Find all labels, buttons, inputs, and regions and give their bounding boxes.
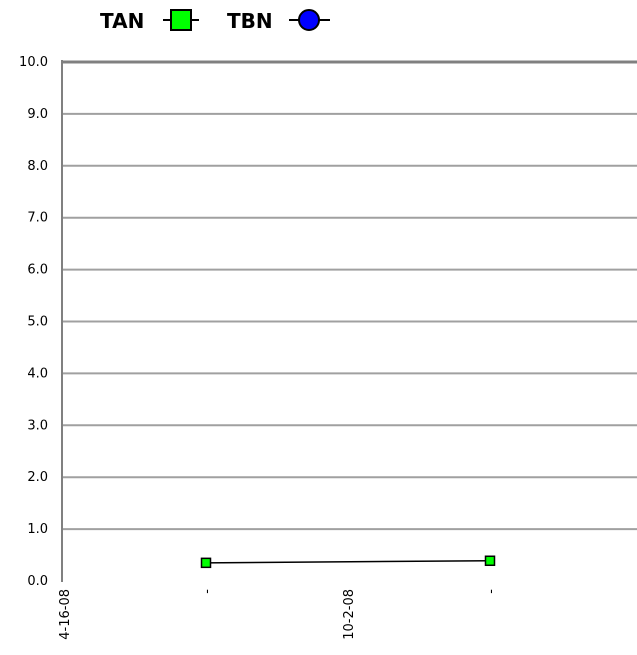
series-layer [200, 555, 496, 569]
y-tick-label: 6.0 [27, 263, 48, 278]
legend-marker-tan [170, 9, 192, 31]
legend-label-tan: TAN [100, 9, 144, 33]
x-tick-label: - [200, 589, 215, 594]
legend-item-tan: TAN [100, 9, 199, 33]
y-tick-labels: 0.0 1.0 2.0 3.0 4.0 5.0 6.0 7.0 8.0 9.0 10.0 [19, 55, 48, 589]
series-line-tan [205, 560, 491, 564]
y-tick-label: 1.0 [27, 522, 48, 537]
data-point-tan [200, 557, 212, 569]
y-tick-label: 10.0 [19, 55, 48, 70]
data-point-tan [484, 555, 496, 567]
grid-layer [62, 60, 637, 531]
y-tick-label: 3.0 [27, 418, 48, 433]
x-tick-labels: 4-16-08 - 10-2-08 - [58, 589, 499, 640]
y-tick-label: 0.0 [27, 574, 48, 589]
legend-marker-tbn [298, 9, 320, 31]
x-tick-label: 10-2-08 [342, 589, 357, 640]
y-tick-label: 9.0 [27, 107, 48, 122]
legend-item-tbn: TBN [227, 9, 330, 33]
y-tick-label: 5.0 [27, 315, 48, 330]
legend-label-tbn: TBN [227, 9, 273, 33]
x-tick-label: 4-16-08 [58, 589, 73, 640]
y-tick-label: 2.0 [27, 470, 48, 485]
y-tick-label: 8.0 [27, 159, 48, 174]
y-tick-label: 4.0 [27, 366, 48, 381]
y-tick-label: 7.0 [27, 211, 48, 226]
legend: TAN TBN [100, 9, 330, 33]
x-tick-label: - [484, 589, 499, 594]
